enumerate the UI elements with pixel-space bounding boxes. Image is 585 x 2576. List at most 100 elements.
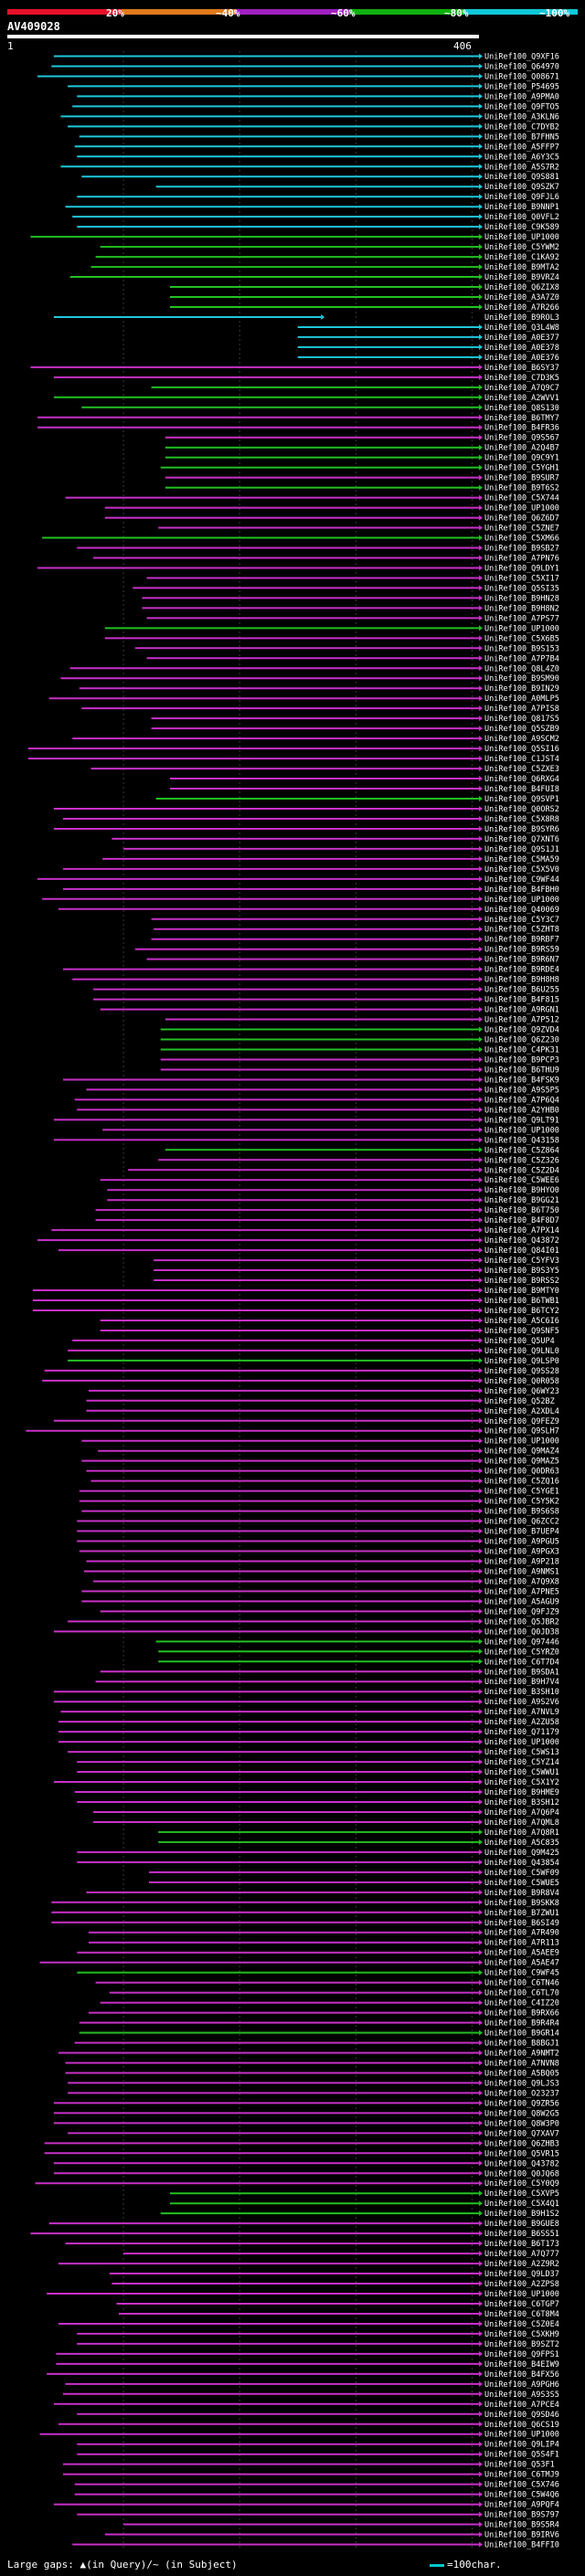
hit-label[interactable]: UniRef100_B9GUE8	[484, 2220, 559, 2229]
hit-label[interactable]: UniRef100_A7NVL9	[484, 1708, 559, 1717]
hit-label[interactable]: UniRef100_A2ZU58	[484, 1718, 559, 1727]
hit-row[interactable]: UniRef100_B9MTA2	[90, 263, 559, 272]
hit-label[interactable]: UniRef100_C5Z326	[484, 1156, 559, 1165]
hit-label[interactable]: UniRef100_B9MTA2	[484, 263, 559, 272]
hit-row[interactable]: UniRef100_Q6Z6D7	[104, 514, 559, 524]
hit-label[interactable]: UniRef100_B9R4R4	[484, 2019, 559, 2029]
hit-label[interactable]: UniRef100_Q7XNT6	[484, 835, 559, 844]
hit-row[interactable]: UniRef100_A2WVV1	[53, 394, 559, 403]
hit-row[interactable]: UniRef100_Q6RXG4	[169, 775, 559, 784]
hit-row[interactable]: UniRef100_C5WUE5	[149, 1879, 559, 1888]
hit-label[interactable]: UniRef100_UP1000	[484, 896, 559, 905]
hit-row[interactable]: UniRef100_Q6Z230	[160, 1036, 559, 1045]
hit-label[interactable]: UniRef100_Q43854	[484, 1859, 559, 1868]
hit-label[interactable]: UniRef100_Q9FEZ9	[484, 1417, 559, 1426]
hit-label[interactable]: UniRef100_B9GR14	[484, 2030, 559, 2039]
hit-label[interactable]: UniRef100_A7PIS8	[484, 705, 559, 714]
hit-row[interactable]: UniRef100_A2ZPS8	[112, 2280, 559, 2289]
hit-label[interactable]: UniRef100_A2XDL4	[484, 1407, 559, 1416]
hit-row[interactable]: UniRef100_A7PX14	[51, 1226, 559, 1235]
hit-row[interactable]: UniRef100_Q8W3P0	[53, 2119, 559, 2128]
hit-row[interactable]: UniRef100_Q9SLH7	[26, 1427, 559, 1436]
hit-label[interactable]: UniRef100_C5Y0Q9	[484, 2179, 559, 2189]
hit-row[interactable]: UniRef100_Q0JD38	[53, 1627, 559, 1637]
hit-row[interactable]: UniRef100_Q0ORS2	[53, 805, 559, 814]
hit-row[interactable]: UniRef100_A7Q8R1	[158, 1829, 559, 1838]
hit-row[interactable]: UniRef100_A2YHB0	[77, 1106, 559, 1115]
hit-row[interactable]: UniRef100_C5X746	[74, 2481, 559, 2490]
hit-label[interactable]: UniRef100_Q9LDY1	[484, 564, 559, 573]
hit-row[interactable]: UniRef100_A7PCE4	[53, 2401, 559, 2410]
hit-row[interactable]: UniRef100_B3SH12	[77, 1798, 559, 1807]
hit-label[interactable]: UniRef100_A0E378	[484, 344, 559, 353]
hit-row[interactable]: UniRef100_A7R266	[169, 303, 559, 313]
hit-label[interactable]: UniRef100_A7PNE5	[484, 1587, 559, 1596]
hit-label[interactable]: UniRef100_B6U255	[484, 986, 559, 995]
hit-label[interactable]: UniRef100_Q0R058	[484, 1377, 559, 1386]
hit-label[interactable]: UniRef100_B9MTY0	[484, 1287, 559, 1296]
hit-row[interactable]: UniRef100_Q5JBR2	[68, 1617, 559, 1627]
hit-row[interactable]: UniRef100_A7PS77	[146, 614, 559, 623]
hit-label[interactable]: UniRef100_C6T8M4	[484, 2310, 559, 2319]
hit-label[interactable]: UniRef100_A5C835	[484, 1839, 559, 1848]
hit-row[interactable]: UniRef100_Q9MAZ5	[81, 1458, 559, 1467]
hit-row[interactable]: UniRef100_B9R4R4	[79, 2019, 559, 2029]
hit-row[interactable]: UniRef100_B9H1S2	[160, 2210, 559, 2219]
hit-row[interactable]: UniRef100_Q9LT91	[53, 1116, 559, 1125]
hit-label[interactable]: UniRef100_UP1000	[484, 2431, 559, 2440]
hit-row[interactable]: UniRef100_C6T8M4	[119, 2310, 559, 2319]
hit-row[interactable]: UniRef100_C5ZNE7	[158, 525, 559, 534]
hit-row[interactable]: UniRef100_Q9LSP0	[68, 1357, 559, 1366]
hit-label[interactable]: UniRef100_UP1000	[484, 1738, 559, 1747]
hit-label[interactable]: UniRef100_B9S5R4	[484, 2521, 559, 2530]
hit-row[interactable]: UniRef100_A9PMA0	[77, 92, 559, 101]
hit-label[interactable]: UniRef100_B9IRV6	[484, 2531, 559, 2540]
hit-row[interactable]: UniRef100_UP1000	[30, 233, 559, 242]
hit-label[interactable]: UniRef100_Q9FPS1	[484, 2350, 559, 2359]
hit-row[interactable]: UniRef100_A0E376	[297, 354, 559, 363]
hit-label[interactable]: UniRef100_B9SB27	[484, 545, 559, 554]
hit-label[interactable]: UniRef100_B9SDA1	[484, 1668, 559, 1677]
hit-row[interactable]: UniRef100_B6TCY2	[32, 1307, 559, 1316]
hit-label[interactable]: UniRef100_B9T6S2	[484, 484, 559, 493]
hit-row[interactable]: UniRef100_B9NNP1	[65, 203, 559, 212]
hit-label[interactable]: UniRef100_B6SI49	[484, 1919, 559, 1928]
hit-row[interactable]: UniRef100_C5Y0Q9	[35, 2179, 559, 2189]
hit-row[interactable]: UniRef100_C5X4Q1	[169, 2200, 559, 2209]
hit-row[interactable]: UniRef100_B9VRZ4	[69, 273, 559, 282]
hit-row[interactable]: UniRef100_C5ZXE3	[90, 765, 559, 774]
hit-label[interactable]: UniRef100_A7PCE4	[484, 2401, 559, 2410]
hit-row[interactable]: UniRef100_C5X744	[65, 494, 559, 504]
hit-label[interactable]: UniRef100_A7PX14	[484, 1226, 559, 1235]
hit-label[interactable]: UniRef100_A9NMS1	[484, 1567, 559, 1576]
hit-label[interactable]: UniRef100_Q5JBR2	[484, 1617, 559, 1627]
hit-row[interactable]: UniRef100_B9PCP3	[160, 1055, 559, 1065]
hit-label[interactable]: UniRef100_Q6ZIX8	[484, 283, 559, 292]
hit-row[interactable]: UniRef100_A9S5P5	[86, 1086, 559, 1095]
hit-row[interactable]: UniRef100_C5YGH1	[160, 464, 559, 473]
hit-row[interactable]: UniRef100_B9GG21	[107, 1196, 559, 1205]
hit-label[interactable]: UniRef100_O23237	[484, 2089, 559, 2098]
hit-row[interactable]: UniRef100_Q9S567	[165, 434, 559, 443]
hit-row[interactable]: UniRef100_B9SDA1	[100, 1668, 559, 1677]
hit-label[interactable]: UniRef100_Q9FTO5	[484, 102, 559, 111]
hit-label[interactable]: UniRef100_C5Z0E4	[484, 2320, 559, 2329]
hit-label[interactable]: UniRef100_Q53F1	[484, 2461, 555, 2470]
hit-row[interactable]: UniRef100_C5MA59	[102, 855, 559, 864]
hit-row[interactable]: UniRef100_A2XDL4	[86, 1407, 559, 1416]
hit-row[interactable]: UniRef100_B9R6N7	[146, 956, 559, 965]
hit-label[interactable]: UniRef100_C5WS13	[484, 1748, 559, 1757]
hit-row[interactable]: UniRef100_B4FX56	[47, 2370, 559, 2380]
hit-label[interactable]: UniRef100_Q9C9Y1	[484, 454, 559, 463]
hit-label[interactable]: UniRef100_B9VRZ4	[484, 273, 559, 282]
hit-row[interactable]: UniRef100_Q9LDY1	[37, 564, 559, 573]
hit-row[interactable]: UniRef100_B9RS59	[134, 946, 559, 955]
hit-label[interactable]: UniRef100_Q9LSP0	[484, 1357, 559, 1366]
hit-row[interactable]: UniRef100_B9ROL3	[53, 313, 559, 323]
hit-row[interactable]: UniRef100_A9PGX3	[79, 1547, 559, 1556]
hit-label[interactable]: UniRef100_Q9S881	[484, 173, 559, 182]
hit-row[interactable]: UniRef100_C5WF09	[149, 1869, 559, 1878]
hit-row[interactable]: UniRef100_Q0R058	[42, 1377, 559, 1386]
hit-label[interactable]: UniRef100_B6SS51	[484, 2230, 559, 2239]
hit-row[interactable]: UniRef100_C5Y5K2	[79, 1498, 559, 1507]
